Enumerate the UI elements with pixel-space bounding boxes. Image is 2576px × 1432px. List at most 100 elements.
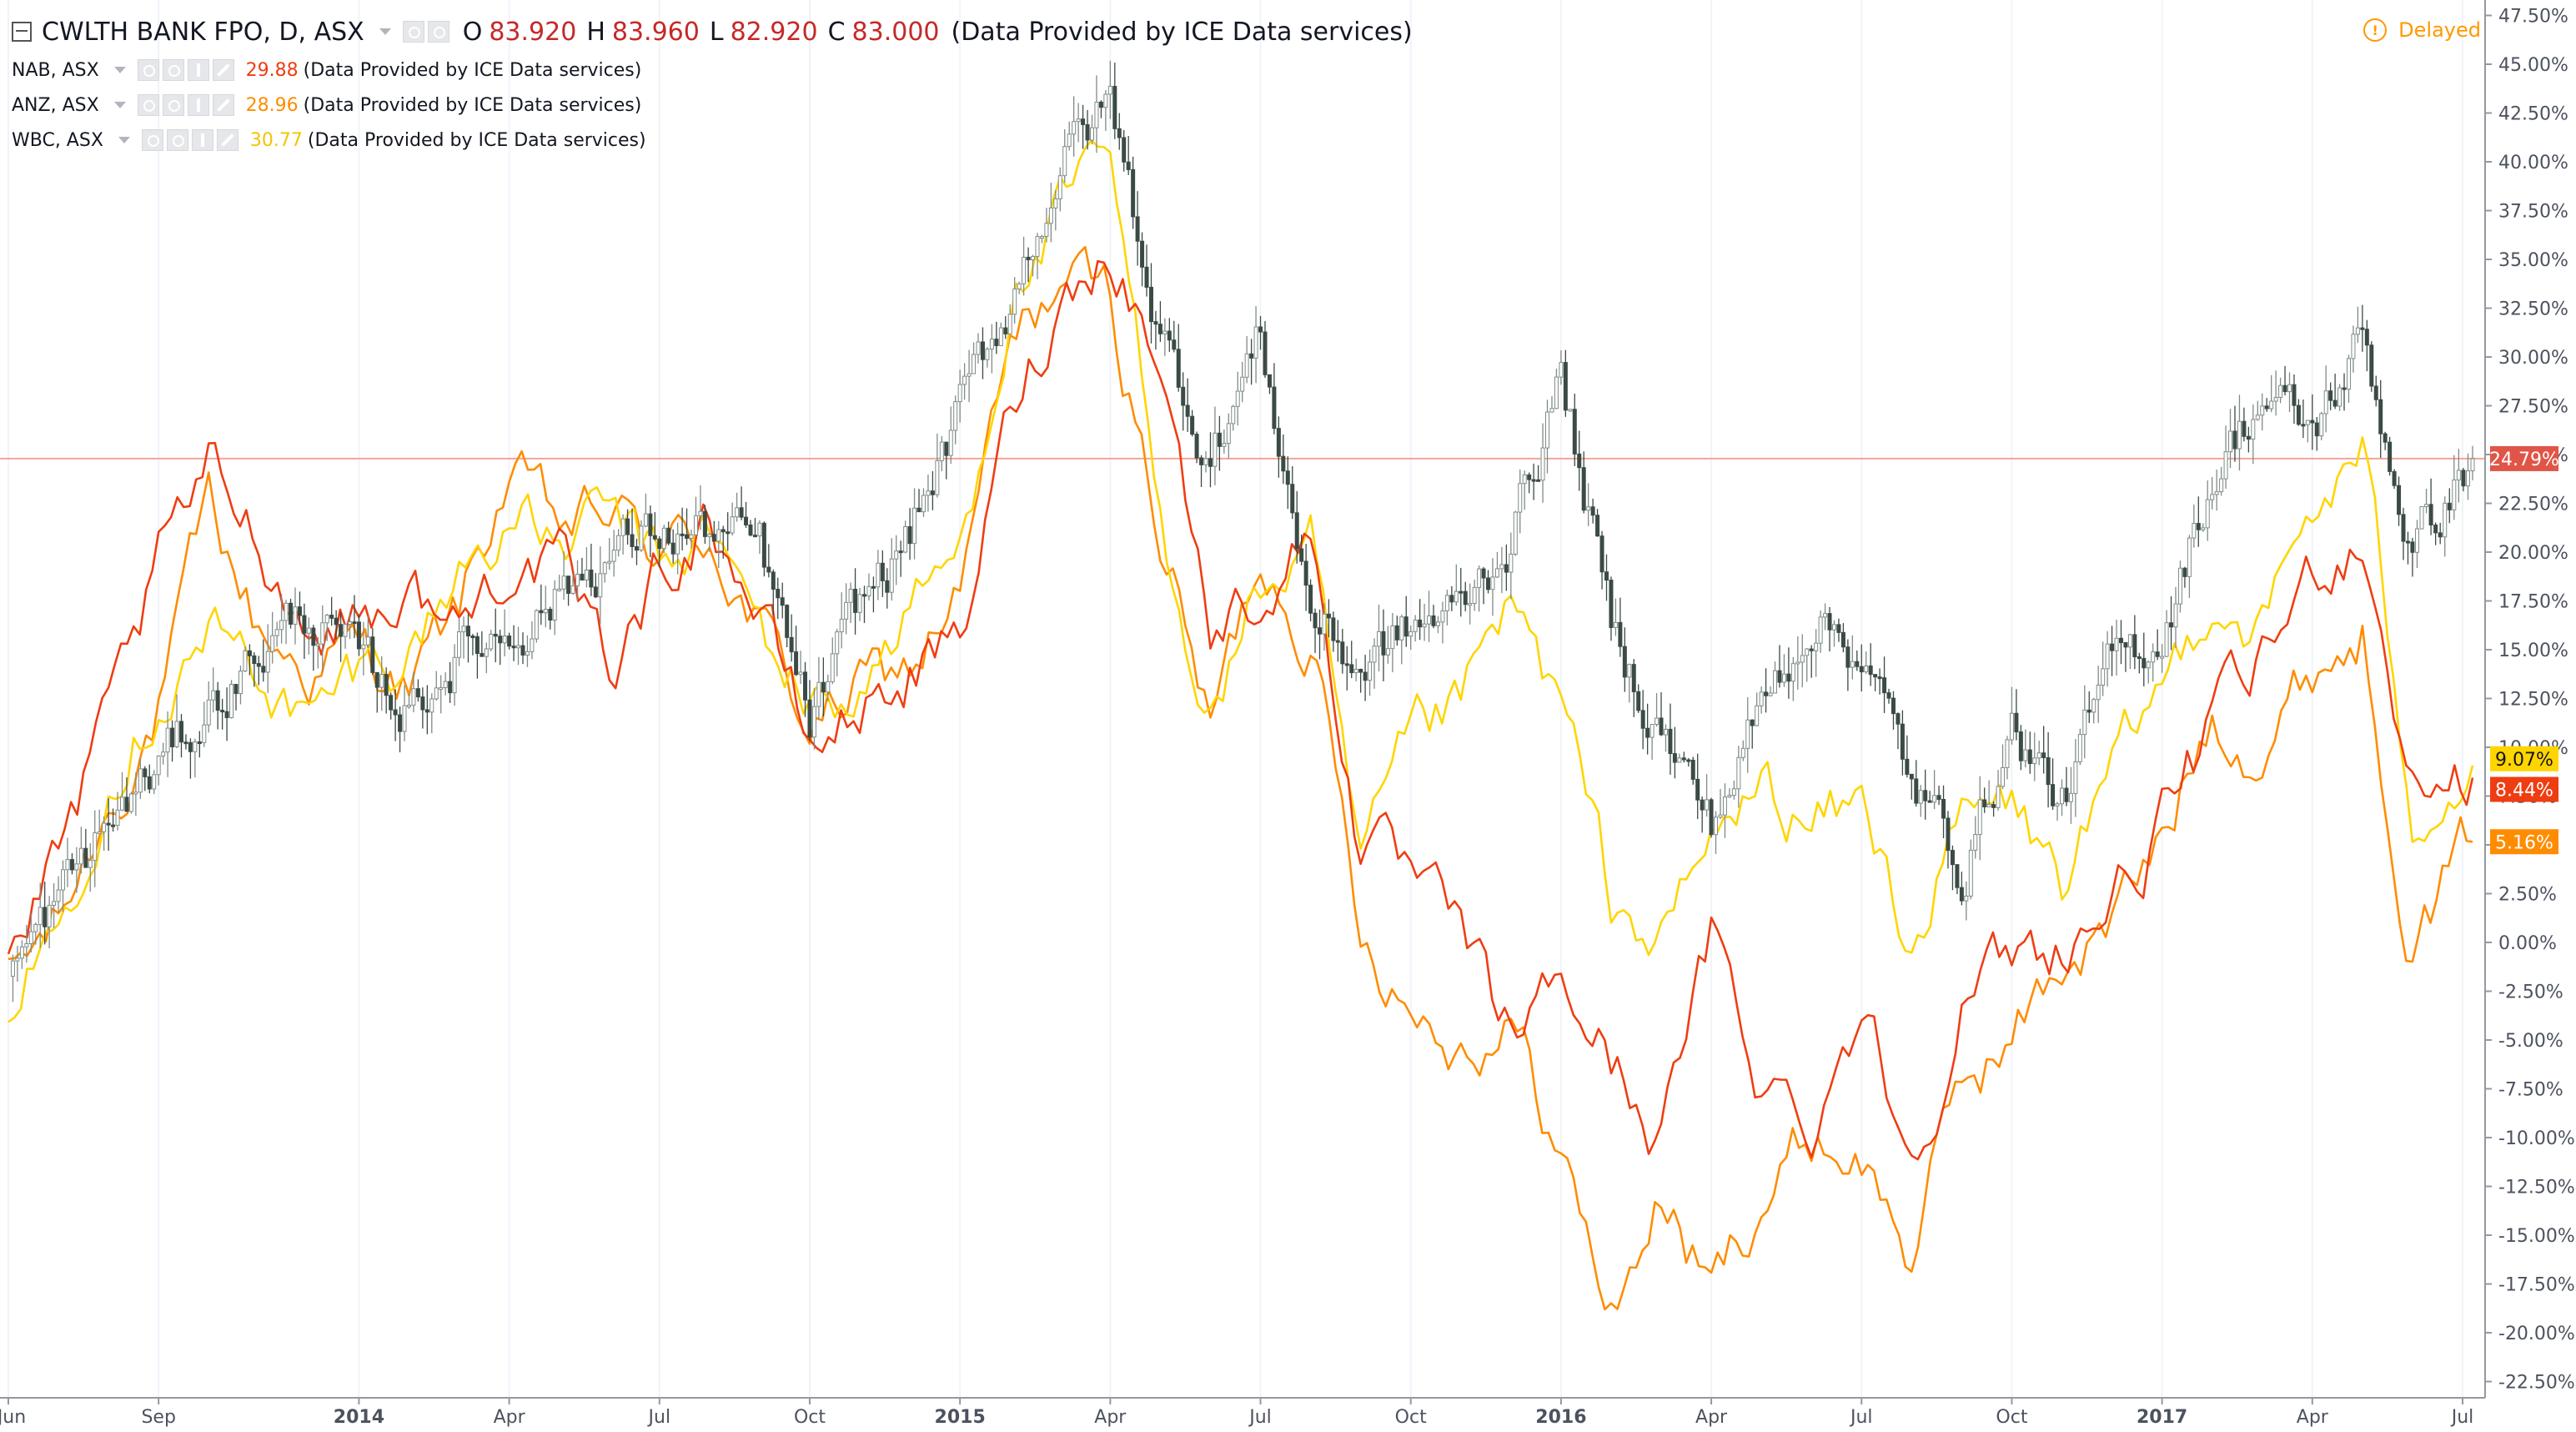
candle-body [693,515,698,535]
candle-body [1977,799,1982,836]
candle-body [28,931,33,945]
legend-series-wbc[interactable]: WBC, ASX 30.77 (Data Provided by ICE Dat… [12,123,646,157]
tag-label: 5.16% [2495,832,2553,853]
candle-body [1303,560,1308,586]
candle-body [74,863,79,871]
series-symbol[interactable]: ANZ, ASX [12,94,99,116]
gear-icon[interactable] [427,21,449,43]
candle-body [771,571,776,590]
candle-body [798,671,803,676]
chevron-down-icon[interactable] [113,102,126,108]
candle-body [2397,485,2402,515]
candle-body [1331,617,1336,641]
candle-body [2027,749,2032,765]
candle-body [639,525,644,551]
y-tick-label: -22.50% [2498,1373,2575,1394]
candle-body [252,655,257,665]
candle-body [698,510,703,516]
candle-body [548,609,553,621]
y-tick-label: -7.50% [2498,1080,2563,1101]
candle-body [1403,616,1409,637]
candle-body [2342,387,2347,390]
candle-body [33,924,38,932]
candle-body [648,513,653,536]
main-symbol[interactable]: CWLTH BANK FPO, D, ASX [42,17,364,47]
candle-body [1098,101,1103,108]
x-tick-label: Oct [794,1407,826,1428]
candle-body [1399,616,1404,641]
candle-body [1873,674,1878,678]
candle-body [1022,256,1027,284]
candle-body [329,615,334,619]
eye-icon[interactable] [137,94,159,116]
x-tick-label: Jul [2450,1407,2474,1428]
plus-icon[interactable] [191,129,213,151]
gear-icon[interactable] [166,129,188,151]
candle-body [2260,405,2265,416]
candle-body [1409,631,1414,637]
y-tick-label: 45.00% [2498,55,2568,76]
series-symbol[interactable]: NAB, ASX [12,59,99,81]
eye-icon[interactable] [137,59,159,81]
candle-body [2051,784,2056,806]
close-icon[interactable] [212,94,234,116]
candle-body [1044,223,1049,237]
candle-body [2378,399,2383,435]
candle-body [2101,668,2106,686]
candle-body [1222,443,1227,447]
candle-body [1454,590,1459,603]
candle-body [602,562,607,575]
legend-series-nab[interactable]: NAB, ASX 29.88 (Data Provided by ICE Dat… [12,53,641,87]
gear-icon[interactable] [162,59,184,81]
provider-text: (Data Provided by ICE Data services) [303,94,642,116]
plus-icon[interactable] [187,94,209,116]
y-tick-label: -20.00% [2498,1324,2575,1344]
candle-body [2337,387,2343,407]
candle-body [520,645,525,656]
legend-main[interactable]: CWLTH BANK FPO, D, ASX O 83.920 H 83.960… [12,15,1413,48]
series-symbol[interactable]: WBC, ASX [12,129,103,151]
legend-series-anz[interactable]: ANZ, ASX 28.96 (Data Provided by ICE Dat… [12,88,641,122]
candle-body [1117,128,1122,138]
close-icon[interactable] [216,129,239,151]
chevron-down-icon[interactable] [113,67,126,73]
candle-body [19,946,24,959]
gear-icon[interactable] [162,94,184,116]
candle-body [2242,420,2247,437]
tag-box [2490,829,2558,855]
candle-body [939,441,944,461]
candle-body [926,490,931,496]
candle-body [2323,390,2328,415]
collapse-icon[interactable] [12,22,32,42]
candle-body [1831,624,1836,631]
candle-body [2187,537,2192,577]
candle-body [1285,470,1290,485]
candle-body [224,711,229,718]
candle-body [2414,528,2419,553]
candle-body [1340,641,1345,665]
delayed-indicator[interactable]: ! Delayed [2363,18,2481,42]
candle-body [789,636,794,653]
close-icon[interactable] [212,59,234,81]
plus-icon[interactable] [187,59,209,81]
chevron-down-icon[interactable] [118,137,130,143]
eye-icon[interactable] [402,21,424,43]
chevron-down-icon[interactable] [379,28,391,35]
candle-body [2082,709,2087,736]
candle-body [711,534,716,542]
candle-body [1513,511,1518,555]
candle-body [557,588,562,591]
eye-icon[interactable] [141,129,163,151]
candle-body [1272,386,1277,430]
y-tick-label: -12.50% [2498,1178,2575,1198]
candle-body [625,518,630,535]
candle-body [78,847,83,865]
candle-body [65,859,70,871]
candle-body [128,793,133,812]
candle-body [1067,133,1072,148]
candle-body [1973,834,1978,851]
candle-body [1353,668,1358,674]
candle-body [2041,752,2046,759]
